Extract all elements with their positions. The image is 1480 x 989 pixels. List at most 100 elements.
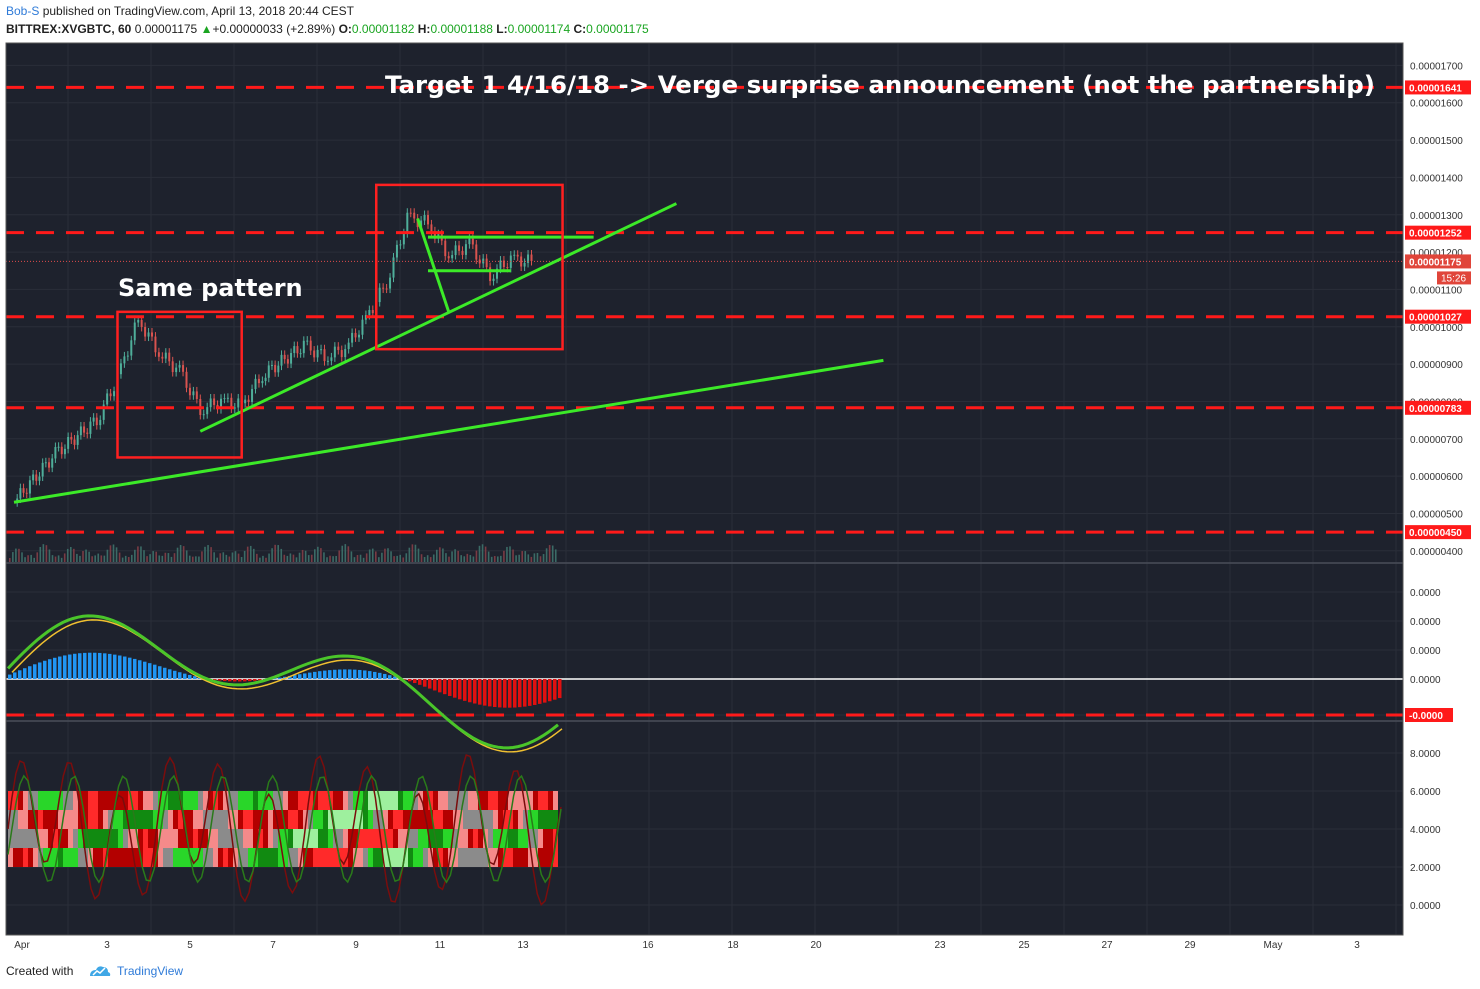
oscillator-histogram-bar <box>293 675 297 679</box>
chart-canvas[interactable]: 0.00001700 0.00001600 0.00001500 0.00001400… <box>0 40 1480 955</box>
candle-body <box>420 220 423 228</box>
heatmap-cell <box>48 791 53 810</box>
heatmap-cell <box>438 791 443 810</box>
candle-body <box>57 446 60 448</box>
trendline <box>199 202 678 433</box>
heatmap-cell <box>438 829 443 848</box>
volume-bar <box>432 554 435 562</box>
heatmap-cell <box>423 848 428 867</box>
heatmap-cell <box>288 848 293 867</box>
oscillator-histogram-bar <box>538 679 542 704</box>
candle-body <box>371 310 374 314</box>
oscillator-histogram-bar <box>128 657 132 679</box>
heatmap-cell <box>168 810 173 829</box>
heatmap-cell <box>273 791 278 810</box>
volume-bar <box>307 555 310 562</box>
heatmap-cell <box>393 810 398 829</box>
heatmap-cell <box>23 810 28 829</box>
volume-bar <box>286 555 289 562</box>
oscillator-histogram-bar <box>183 673 187 679</box>
volume-bar <box>85 549 87 562</box>
candle-body <box>461 250 464 255</box>
candle-body <box>313 350 316 358</box>
candle-body <box>513 254 516 256</box>
oscillator-histogram-bar <box>423 679 427 687</box>
volume-bar <box>497 556 499 562</box>
volume-bar <box>94 555 96 562</box>
tradingview-brand-link[interactable]: TradingView <box>117 964 184 978</box>
heatmap-cell <box>398 848 403 867</box>
volume-bar <box>256 553 258 562</box>
heatmap-cell <box>413 810 418 829</box>
heatmap-cell <box>348 848 353 867</box>
volume-bar <box>335 555 337 562</box>
candle-body <box>119 363 122 375</box>
heatmap-cell <box>203 829 208 848</box>
candle-body <box>427 215 429 225</box>
candle-body <box>133 322 136 341</box>
heatmap-cell <box>333 791 338 810</box>
candle-body <box>326 360 329 362</box>
volume-bar <box>378 557 380 562</box>
heatmap-cell <box>363 848 368 867</box>
heatmap-cell <box>493 791 498 810</box>
heatmap-cell <box>348 829 353 848</box>
heatmap-cell <box>518 810 523 829</box>
volume-bar <box>423 557 426 562</box>
heatmap-cell <box>23 791 28 810</box>
oscillator-histogram-bar <box>48 659 52 679</box>
heatmap-cell <box>188 791 193 810</box>
volume-bar <box>420 554 423 562</box>
oscillator-histogram-bar <box>558 679 562 699</box>
oscillator-histogram-bar <box>228 679 232 682</box>
author-link[interactable]: Bob-S <box>6 4 40 18</box>
volume-bar <box>91 556 93 562</box>
oscillator-histogram-bar <box>463 679 467 701</box>
oscillator-histogram-bar <box>8 674 12 679</box>
heatmap-cell <box>253 791 258 810</box>
change-arrow-icon: ▲ <box>200 22 213 36</box>
oscillator-histogram-bar <box>413 679 417 684</box>
candle-body <box>157 352 160 357</box>
candle-body <box>351 332 354 343</box>
candle-body <box>48 462 51 468</box>
created-with-label: Created with <box>6 964 74 978</box>
heatmap-cell <box>258 829 263 848</box>
heatmap-cell <box>353 810 358 829</box>
heatmap-cell <box>133 848 138 867</box>
volume-bar <box>371 548 374 562</box>
heatmap-cell <box>463 848 468 867</box>
time-tick-label: 5 <box>187 940 193 951</box>
volume-bar <box>137 546 139 562</box>
price-tick-label: 0.00000600 <box>1410 472 1463 483</box>
candle-body <box>409 212 412 214</box>
price-tick-label: 0.00001300 <box>1410 211 1463 222</box>
heatmap-cell <box>453 791 458 810</box>
volume-bar <box>512 549 514 562</box>
heatmap-cell <box>173 848 178 867</box>
annotation-same-pattern: Same pattern <box>118 274 303 302</box>
heatmap-cell <box>123 848 128 867</box>
heatmap-cell <box>418 810 423 829</box>
heatmap-cell <box>98 848 103 867</box>
volume-bar <box>240 557 243 562</box>
volume-bar <box>51 555 54 562</box>
candle-body <box>478 259 481 264</box>
volume-bar <box>249 545 252 562</box>
heatmap-cell <box>253 829 258 848</box>
volume-bar <box>15 548 17 562</box>
heatmap-cell <box>103 791 108 810</box>
plot-background <box>6 43 1403 935</box>
oscillator-histogram-bar <box>553 679 557 700</box>
volume-bar <box>195 556 197 562</box>
oscillator-histogram-bar <box>98 652 102 679</box>
heatmap-cell <box>68 791 73 810</box>
volume-bar <box>109 545 112 562</box>
volume-bar <box>554 549 557 562</box>
annotation-target: Target 1 4/16/18 -> Verge surprise annou… <box>385 71 1375 99</box>
heatmap-cell <box>468 848 473 867</box>
volume-bar <box>268 553 270 562</box>
oscillator-histogram-bar <box>508 679 512 708</box>
candle-body <box>192 391 195 396</box>
volume-bar <box>271 548 273 562</box>
